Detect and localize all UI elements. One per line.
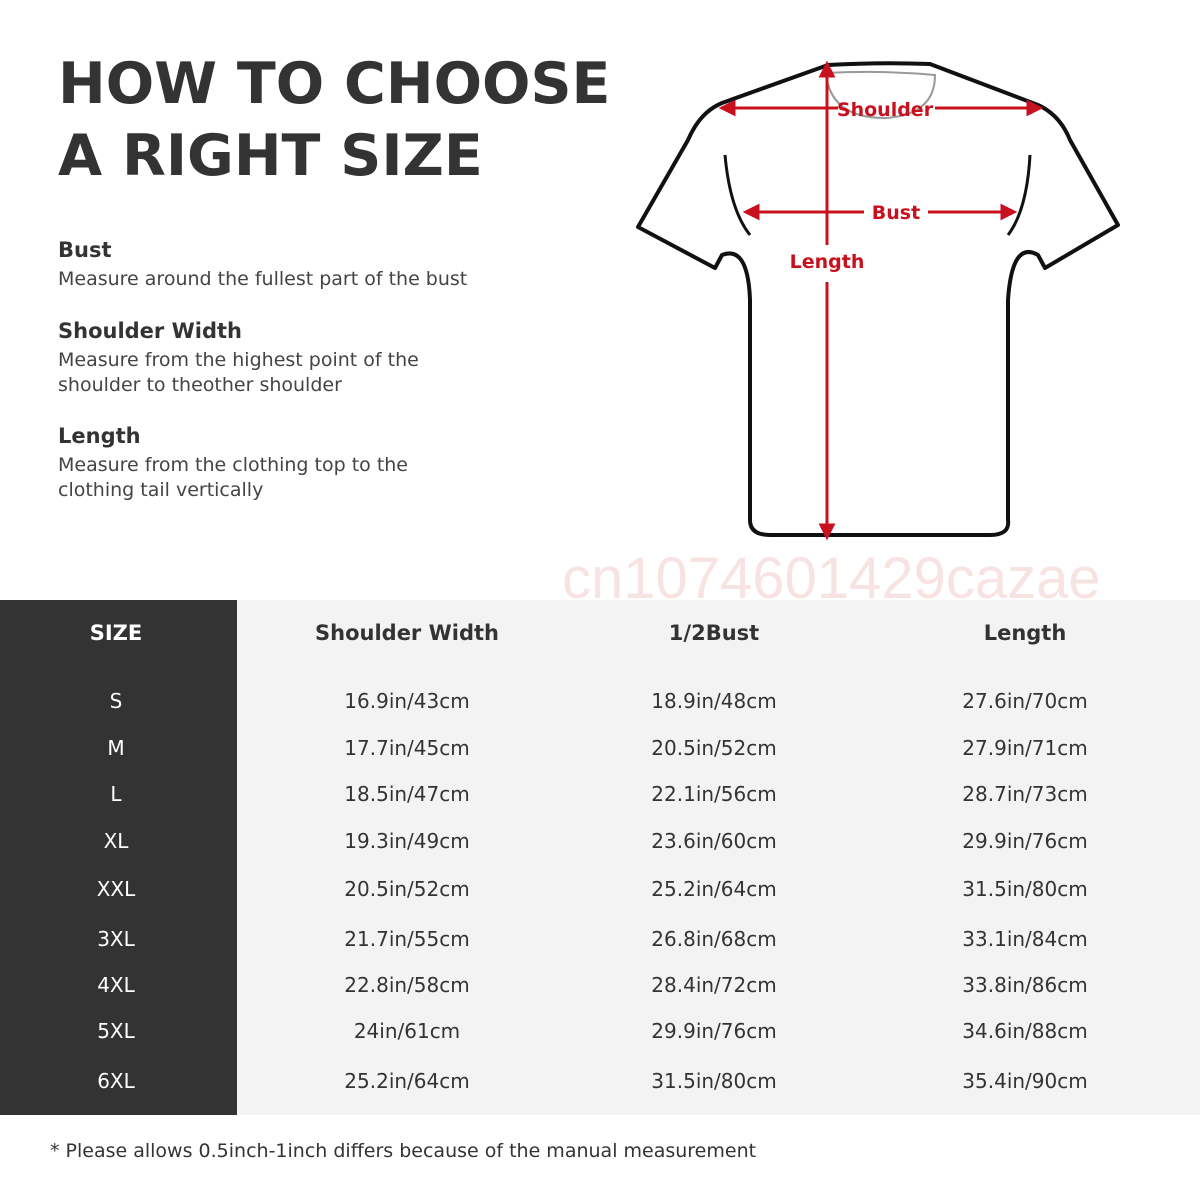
measure-lines <box>718 60 1044 541</box>
arrowhead <box>742 203 760 221</box>
size-label: 5XL <box>97 1019 135 1043</box>
size-column-bg <box>0 600 237 1115</box>
table-cell: 34.6in/88cm <box>962 1019 1088 1043</box>
guide-text: Measure around the fullest part of the b… <box>58 268 468 290</box>
armhole-left <box>723 154 752 236</box>
arrowhead <box>818 523 836 541</box>
table-cell: 31.5in/80cm <box>651 1069 777 1093</box>
column-header: 1/2Bust <box>668 621 760 645</box>
title-line-1: HOW TO CHOOSE <box>58 51 611 117</box>
guide-text-line: clothing tail vertically <box>58 479 264 501</box>
arrowhead <box>1000 203 1018 221</box>
guide-shoulder: Shoulder Width Measure from the highest … <box>58 318 618 398</box>
armhole-right <box>1006 154 1032 236</box>
guide-heading: Length <box>58 424 141 448</box>
size-label: XXL <box>96 877 136 901</box>
table-cell: 18.9in/48cm <box>651 689 777 713</box>
table-cell: 29.9in/76cm <box>962 829 1088 853</box>
watermark: cn1074601429cazae <box>562 546 1101 611</box>
arrowhead <box>1026 99 1044 117</box>
guide-text: Measure from the clothing top to the clot… <box>58 453 618 503</box>
table-cell: 27.6in/70cm <box>962 689 1088 713</box>
shoulder-label: Shoulder <box>837 99 934 121</box>
table-cell: 19.3in/49cm <box>344 829 470 853</box>
size-label: M <box>107 736 125 760</box>
column-header: SIZE <box>89 621 143 645</box>
arrowhead <box>718 99 736 117</box>
table-cell: 35.4in/90cm <box>962 1069 1088 1093</box>
table-cell: 25.2in/64cm <box>344 1069 470 1093</box>
table-cell: 31.5in/80cm <box>962 877 1088 901</box>
table-cell: 27.9in/71cm <box>962 736 1088 760</box>
size-label: 4XL <box>97 973 135 997</box>
table-cell: 22.1in/56cm <box>651 782 777 806</box>
table-cell: 17.7in/45cm <box>344 736 470 760</box>
table-cell: 20.5in/52cm <box>344 877 470 901</box>
guide-bust: Bust Measure around the fullest part of … <box>58 237 618 292</box>
table-cell: 29.9in/76cm <box>651 1019 777 1043</box>
size-label: S <box>109 689 123 713</box>
column-header: Shoulder Width <box>315 621 499 645</box>
guide-text-line: Measure from the clothing top to the <box>58 454 408 476</box>
table-cell: 28.4in/72cm <box>651 973 777 997</box>
table-cell: 23.6in/60cm <box>651 829 777 853</box>
size-label: 6XL <box>97 1069 135 1093</box>
arrowhead <box>818 60 836 78</box>
guide-heading: Shoulder Width <box>58 319 242 343</box>
tshirt-outline <box>636 61 1120 537</box>
guide-text-line: shoulder to theother shoulder <box>58 374 342 396</box>
table-cell: 16.9in/43cm <box>344 689 470 713</box>
table-cell: 28.7in/73cm <box>962 782 1088 806</box>
guide-text-line: Measure from the highest point of the <box>58 349 419 371</box>
tshirt-diagram: Shoulder Bust Length <box>636 60 1120 541</box>
table-cell: 25.2in/64cm <box>651 877 777 901</box>
table-cell: 33.1in/84cm <box>962 927 1088 951</box>
table-cell: 33.8in/86cm <box>962 973 1088 997</box>
bust-label: Bust <box>872 202 920 224</box>
guide-length: Length Measure from the clothing top to … <box>58 423 618 503</box>
page-title: HOW TO CHOOSE A RIGHT SIZE <box>58 48 611 192</box>
size-label: XL <box>103 829 129 853</box>
length-label: Length <box>790 251 865 273</box>
measurement-note: * Please allows 0.5inch-1inch differs be… <box>50 1140 757 1162</box>
table-cell: 22.8in/58cm <box>344 973 470 997</box>
size-label: L <box>110 782 122 806</box>
table-cell: 26.8in/68cm <box>651 927 777 951</box>
table-cell: 18.5in/47cm <box>344 782 470 806</box>
guide-text: Measure from the highest point of the sho… <box>58 348 618 398</box>
table-cell: 24in/61cm <box>353 1019 461 1043</box>
column-header: Length <box>983 621 1067 645</box>
tshirt-collar <box>825 70 937 120</box>
table-cell: 20.5in/52cm <box>651 736 777 760</box>
title-line-2: A RIGHT SIZE <box>58 123 483 189</box>
size-table: SIZE Shoulder Width 1/2Bust Length S 16.9in/4… <box>0 600 1200 1115</box>
guide-heading: Bust <box>58 238 112 262</box>
table-cell: 21.7in/55cm <box>344 927 470 951</box>
size-label: 3XL <box>97 927 135 951</box>
